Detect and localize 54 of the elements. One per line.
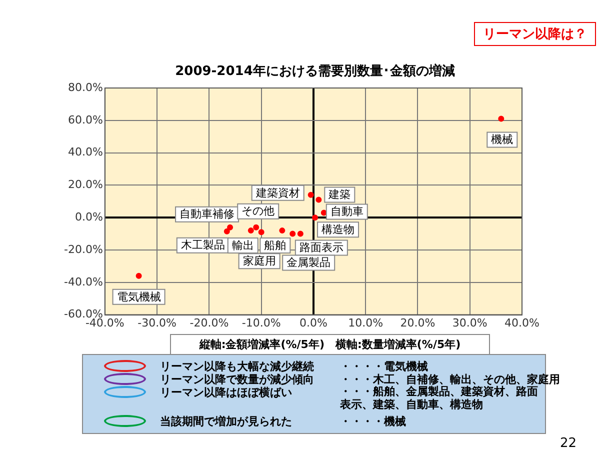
text: リーマン以降はほぼ横ばい — [160, 385, 292, 400]
point — [258, 229, 264, 236]
annotation: その他 — [242, 204, 275, 218]
point — [498, 116, 504, 122]
x-tick-label: -10.0% — [242, 316, 281, 330]
x-tick-label: 0.0% — [299, 316, 328, 330]
annotation: 路面表示 — [299, 241, 344, 254]
point — [316, 196, 322, 203]
annotation: 機械 — [491, 133, 514, 146]
text: ・・・木工、自補修、輸出、その他、家庭用 — [340, 372, 560, 386]
text: ・・・・電気機械 — [340, 359, 428, 374]
text: リーマン以降で数量が減少傾向 — [160, 372, 314, 386]
annotation: 建築 — [328, 188, 351, 202]
x-tick-label: 40.0% — [504, 316, 540, 330]
y-tick-label: 40.0% — [68, 146, 103, 159]
y-tick-label: 20.0% — [68, 178, 103, 192]
text: ・・・船舶、金属製品、建築資材、路面表示、建築、自動車、構造物 — [340, 385, 539, 411]
annotation: 船舶 — [264, 238, 286, 252]
text: 縦軸:金額増減率(%/5年) 横軸:数量増減率(%/5年) — [170, 334, 490, 355]
x-tick-label: -20.0% — [190, 316, 229, 330]
point — [253, 224, 260, 230]
x-tick-label: -30.0% — [138, 316, 177, 330]
annotation: 建築資材 — [254, 186, 300, 200]
y-tick-label: -40.0% — [64, 275, 103, 288]
point — [308, 192, 314, 198]
point — [279, 228, 286, 234]
point — [224, 228, 230, 234]
point — [227, 224, 234, 230]
annotation: 電気機械 — [116, 290, 161, 304]
annotation: 木工製品 — [180, 238, 225, 252]
point — [312, 214, 318, 221]
annotation: 金属製品 — [286, 256, 331, 270]
x-tick-label: 10.0% — [348, 316, 384, 330]
x-tick-label: 20.0% — [400, 316, 436, 330]
annotation: 自動車 — [330, 205, 364, 218]
annotation: 構造物 — [322, 222, 355, 236]
text: リーマン以降も大幅な減少継続 — [160, 359, 314, 374]
y-tick-label: 0.0% — [74, 210, 103, 224]
point — [248, 228, 254, 234]
text: 当該期間で増加が見られた — [160, 414, 292, 429]
annotation: 輸出 — [232, 238, 254, 252]
chart-title: 2009-2014年における需要別数量･金額の増減 — [174, 62, 456, 80]
point — [136, 272, 142, 279]
text: ・・・・機械 — [340, 414, 406, 429]
text: 22 — [560, 436, 577, 451]
annotation: 自動車補修 — [180, 208, 235, 221]
x-tick-label: 30.0% — [452, 316, 488, 330]
y-tick-label: 80.0% — [68, 80, 103, 94]
point — [297, 230, 304, 237]
point — [290, 230, 296, 237]
y-tick-label: -20.0% — [64, 242, 103, 256]
y-tick-label: 60.0% — [68, 113, 103, 126]
annotation: 家庭用 — [242, 254, 276, 268]
text: リーマン以降は？ — [474, 22, 596, 46]
